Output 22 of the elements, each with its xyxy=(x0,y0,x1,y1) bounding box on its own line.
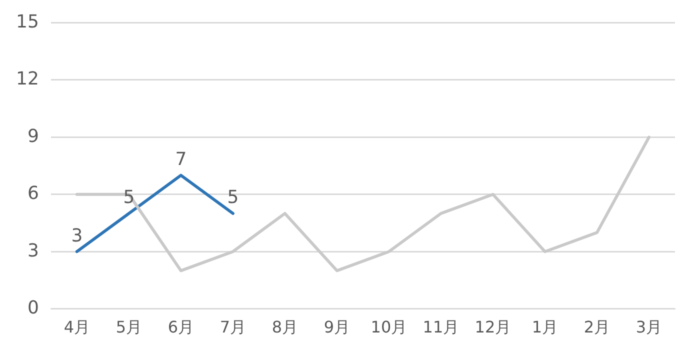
x-tick-label: 2月 xyxy=(584,318,610,337)
y-tick-label: 15 xyxy=(16,11,39,32)
y-tick-label: 0 xyxy=(27,297,39,318)
x-tick-label: 4月 xyxy=(64,318,90,337)
x-tick-label: 12月 xyxy=(474,318,512,337)
x-tick-label: 6月 xyxy=(168,318,194,337)
x-tick-label: 9月 xyxy=(324,318,350,337)
x-tick-label: 5月 xyxy=(116,318,142,337)
x-tick-label: 1月 xyxy=(532,318,558,337)
x-tick-label: 3月 xyxy=(636,318,662,337)
x-tick-label: 11月 xyxy=(422,318,460,337)
data-label: 3 xyxy=(71,225,83,246)
y-tick-label: 6 xyxy=(27,183,39,204)
data-label: 5 xyxy=(123,187,135,208)
y-tick-label: 12 xyxy=(16,68,39,90)
data-label: 7 xyxy=(175,149,187,170)
x-tick-label: 8月 xyxy=(272,318,298,337)
x-tick-label: 10月 xyxy=(370,318,408,337)
y-tick-label: 3 xyxy=(27,240,39,262)
y-tick-label: 9 xyxy=(27,126,39,147)
x-tick-label: 7月 xyxy=(220,318,246,337)
data-label: 5 xyxy=(227,187,239,208)
